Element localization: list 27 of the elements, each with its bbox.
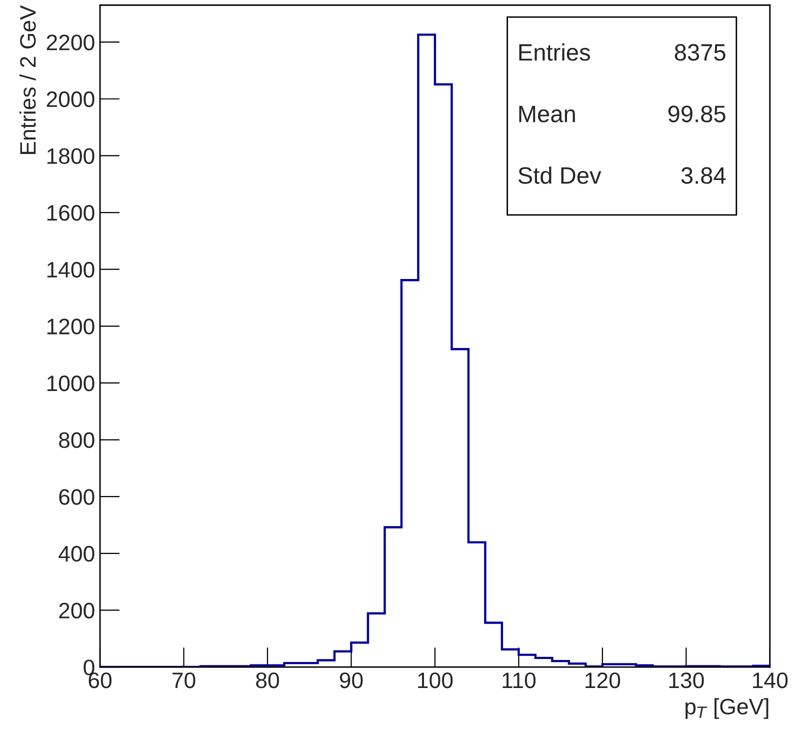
annotation: Mean [519,106,575,122]
y-tick-label: 2000 [46,91,94,108]
x-tick-label: 70 [172,672,196,688]
y-tick-label: 800 [59,432,94,448]
annotation: 3.84 [681,167,726,184]
y-axis-title: Entries / 2 GeV [19,5,36,154]
annotation: 8375 [674,44,726,61]
y-tick-label: 1600 [47,205,94,221]
x-tick-label: 80 [256,672,279,688]
annotation: 99.85 [668,106,726,122]
y-tick-label: 1400 [47,262,94,278]
x-tick-label: 130 [669,672,704,688]
y-tick-label: 200 [59,602,94,618]
y-tick-label: 2200 [46,34,94,50]
x-tick-label: 120 [586,672,620,688]
x-tick-label: 140 [753,672,788,688]
y-tick-label: 600 [59,489,94,505]
x-tick-label: 100 [418,672,453,688]
x-tick-label: 110 [502,672,536,688]
annotation: Std Dev [518,166,602,184]
x-axis-title: p$_{T}$ [GeV] [686,698,768,719]
y-tick-label: 1000 [47,375,94,392]
y-tick-label: 400 [58,546,94,562]
x-tick-label: 90 [340,672,363,688]
y-tick-label: 1800 [47,148,94,164]
annotation: Entries [519,43,590,61]
y-tick-label: 1200 [47,318,94,334]
